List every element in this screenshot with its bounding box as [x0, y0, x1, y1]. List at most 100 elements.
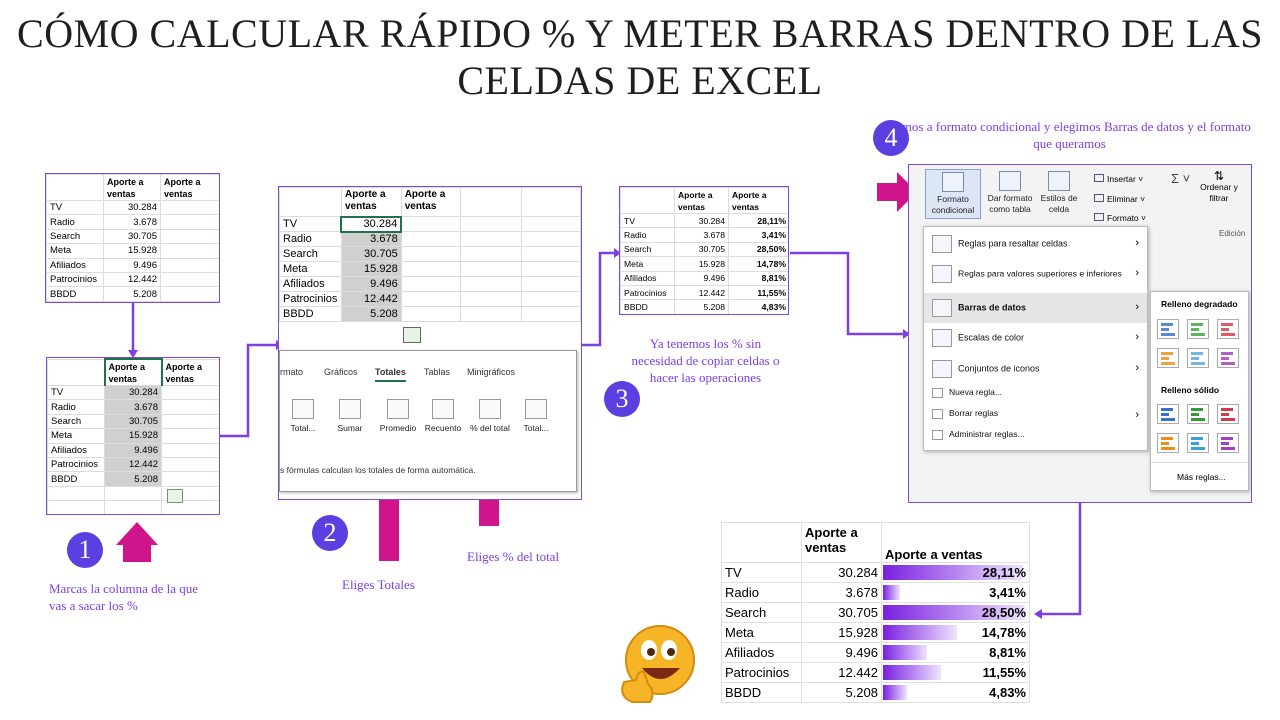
delete-button[interactable]: Eliminar ˅: [1094, 194, 1145, 204]
step2-badge: 2: [312, 515, 348, 551]
solid-red-bar[interactable]: [1217, 404, 1239, 424]
quick-analysis-icon[interactable]: [167, 489, 183, 503]
tab-graficos[interactable]: Gráficos: [324, 367, 358, 377]
count-icon: [432, 399, 454, 419]
sumar-button[interactable]: Sumar: [332, 399, 368, 433]
solid-lightblue-bar[interactable]: [1187, 433, 1209, 453]
data-bar: [883, 645, 927, 660]
table-icon: [999, 171, 1021, 191]
data-bar: [883, 605, 1025, 620]
cell-styles-button[interactable]: Estilos de celda: [1037, 171, 1081, 215]
menu-item-icon-sets[interactable]: Conjuntos de iconos: [932, 360, 1040, 378]
tab-tablas[interactable]: Tablas: [424, 367, 451, 377]
data-bars-submenu: Relleno degradado Relleno sólido Más reg…: [1150, 291, 1249, 491]
sum-icon: [292, 399, 314, 419]
sum-icon: [339, 399, 361, 419]
gradient-lightblue-bar[interactable]: [1187, 348, 1209, 368]
data-bar: [883, 665, 941, 680]
table-step2: Aporte a ventas Aporte a ventas TV 30.284 Ra…: [279, 187, 581, 322]
insert-icon: [1094, 174, 1104, 182]
step4-note: Vamos a formato condicional y elegimos B…: [888, 119, 1251, 151]
recuento-button[interactable]: Recuento: [421, 399, 465, 433]
chevron-right-icon: ›: [1135, 237, 1139, 249]
table-step0: Aporte a ventas Aporte a ventas TV 30.284 Ra…: [46, 174, 219, 302]
excel-table-selected: Aporte a ventas Aporte a ventas TV 30.284 Ra…: [46, 357, 220, 515]
conditional-format-icon: [942, 172, 964, 192]
step2-note-percent: Eliges % del total: [467, 549, 560, 564]
color-scales-icon: [932, 329, 952, 347]
thumbs-up-emoji-icon: [614, 622, 700, 710]
menu-item-new-rule[interactable]: Nueva regla...: [932, 387, 1002, 398]
conditional-format-menu: Reglas para resaltar celdas Reglas para …: [923, 226, 1148, 451]
chevron-right-icon: ›: [1135, 331, 1139, 343]
new-rule-icon: [932, 387, 943, 398]
quick-analysis-popup: rmato Gráficos Totales Tablas Minigráfic…: [279, 350, 577, 492]
chevron-right-icon: ›: [1135, 267, 1139, 279]
pink-arrow-step1: [116, 522, 158, 562]
gradient-purple-bar[interactable]: [1217, 348, 1239, 368]
excel-table-percent: Aporte a ventas Aporte a ventas TV 30.284 28,…: [619, 186, 789, 315]
tab-minigraficos[interactable]: Minigráficos: [467, 367, 516, 377]
menu-item-color-scales[interactable]: Escalas de color: [932, 329, 1024, 347]
data-bars-icon: [932, 299, 952, 317]
gradient-orange-bar[interactable]: [1157, 348, 1179, 368]
solid-orange-bar[interactable]: [1157, 433, 1179, 453]
autosum-icon[interactable]: Σ ˅: [1171, 171, 1191, 186]
menu-item-clear-rules[interactable]: Borrar reglas: [932, 408, 998, 419]
cell-styles-icon: [1048, 171, 1070, 191]
sort-filter-icon: ⇅: [1213, 169, 1225, 183]
icon-sets-icon: [932, 360, 952, 378]
step1-note: Marcas la columna de la que vas a sacar …: [49, 581, 199, 613]
average-icon: [387, 399, 409, 419]
menu-item-data-bars[interactable]: Barras de datos: [932, 299, 1026, 317]
gradient-red-bar[interactable]: [1217, 319, 1239, 339]
step1-badge: 1: [67, 532, 103, 568]
solid-blue-bar[interactable]: [1157, 404, 1179, 424]
quick-analysis-frame: Aporte a ventas Aporte a ventas TV 30.284 Ra…: [278, 186, 582, 500]
format-button[interactable]: Formato ˅: [1094, 213, 1146, 223]
chevron-right-icon: ›: [1135, 362, 1139, 374]
table-step1: Aporte a ventas Aporte a ventas TV 30.284 Ra…: [47, 358, 219, 514]
more-rules-link[interactable]: Más reglas...: [1177, 472, 1226, 482]
menu-item-top-bottom-rules[interactable]: Reglas para valores superiores e inferio…: [932, 265, 1122, 283]
data-bar: [883, 625, 957, 640]
format-as-table-button[interactable]: Dar formato como tabla: [984, 171, 1036, 215]
delete-icon: [1094, 194, 1104, 202]
gradient-green-bar[interactable]: [1187, 319, 1209, 339]
chevron-right-icon: ›: [1135, 409, 1139, 421]
top-bottom-icon: [932, 265, 952, 283]
promedio-button[interactable]: Promedio: [376, 399, 420, 433]
step2-note-totales: Eliges Totales: [342, 577, 415, 592]
format-icon: [1094, 213, 1104, 221]
insert-button[interactable]: Insertar ˅: [1094, 174, 1143, 184]
running-total-icon: [525, 399, 547, 419]
step3-note: Ya tenemos los % sin necesidad de copiar…: [631, 336, 780, 385]
solid-purple-bar[interactable]: [1217, 433, 1239, 453]
tab-formato[interactable]: rmato: [280, 367, 304, 377]
percent-icon: [479, 399, 501, 419]
pink-arrow-ribbon: [877, 172, 917, 212]
page-title: CÓMO CALCULAR RÁPIDO % Y METER BARRAS DE…: [17, 11, 1263, 103]
quick-analysis-footer: s fórmulas calculan los totales de forma…: [280, 465, 476, 475]
table-step3: Aporte a ventas Aporte a ventas TV 30.284 28,…: [620, 187, 788, 314]
clear-rules-icon: [932, 408, 943, 419]
final-table-databars: Aporte a ventas Aporte a ventas TV 30.284 28…: [721, 522, 1030, 703]
chevron-right-icon: ›: [1135, 301, 1139, 313]
sort-filter-button[interactable]: ⇅ Ordenar y filtrar: [1197, 169, 1241, 204]
conditional-format-button[interactable]: Formato condicional: [925, 169, 981, 219]
data-bar: [883, 585, 900, 600]
highlight-rules-icon: [932, 235, 952, 253]
menu-item-manage-rules[interactable]: Administrar reglas...: [932, 429, 1025, 440]
total-button[interactable]: Total...: [285, 399, 321, 433]
solid-green-bar[interactable]: [1187, 404, 1209, 424]
menu-item-highlight-rules[interactable]: Reglas para resaltar celdas: [932, 235, 1068, 253]
conditional-format-frame: Formato condicional Dar formato como tab…: [908, 164, 1252, 503]
tab-totales[interactable]: Totales: [375, 367, 406, 382]
gradient-blue-bar[interactable]: [1157, 319, 1179, 339]
percent-total-button[interactable]: % del total: [466, 399, 514, 433]
data-bar: [883, 565, 1023, 580]
quick-analysis-icon[interactable]: [403, 327, 421, 343]
total-running-button[interactable]: Total...: [518, 399, 554, 433]
excel-table-original: Aporte a ventas Aporte a ventas TV 30.284 Ra…: [45, 173, 220, 303]
manage-rules-icon: [932, 429, 943, 440]
